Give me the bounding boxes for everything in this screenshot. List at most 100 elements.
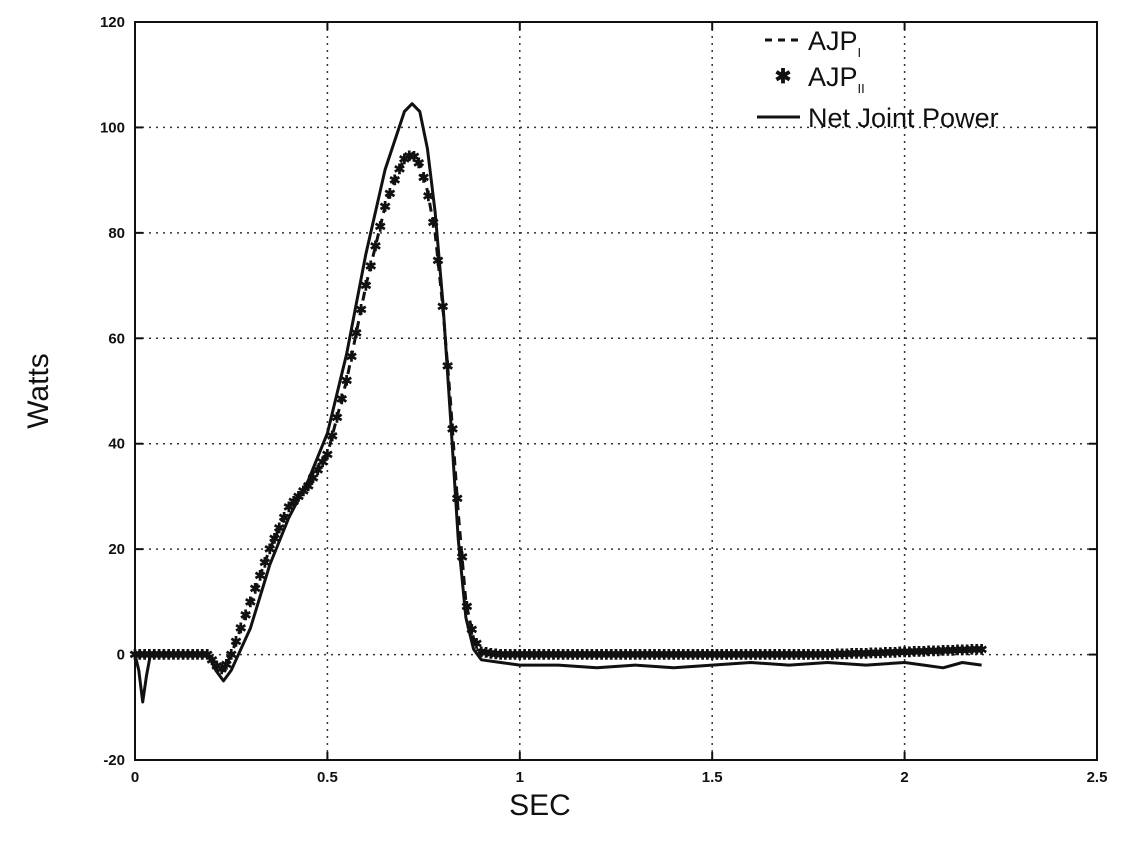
- legend-label-ajp-ii: AJPII: [808, 62, 865, 96]
- marker-ajp-ii: ✱: [697, 647, 709, 663]
- marker-ajp-ii: ✱: [288, 494, 300, 510]
- marker-ajp-ii: ✱: [822, 647, 834, 663]
- marker-ajp-ii: ✱: [644, 647, 656, 663]
- marker-ajp-ii: ✱: [754, 647, 766, 663]
- marker-ajp-ii: ✱: [812, 647, 824, 663]
- marker-ajp-ii: ✱: [235, 620, 247, 636]
- x-tick-label: 2.5: [1087, 769, 1108, 786]
- marker-ajp-ii: ✱: [389, 172, 401, 188]
- marker-ajp-ii: ✱: [245, 594, 257, 610]
- marker-ajp-ii: ✱: [677, 647, 689, 663]
- marker-ajp-ii: ✱: [567, 647, 579, 663]
- y-axis-title: Watts: [22, 353, 55, 429]
- marker-ajp-ii: ✱: [331, 409, 343, 425]
- marker-ajp-ii: ✱: [240, 607, 252, 623]
- x-tick-label: 2: [900, 769, 908, 786]
- marker-ajp-ii: ✱: [605, 647, 617, 663]
- marker-ajp-ii: ✱: [831, 646, 843, 662]
- marker-ajp-ii: ✱: [576, 647, 588, 663]
- marker-ajp-ii: ✱: [490, 646, 502, 662]
- marker-ajp-ii: ✱: [653, 647, 665, 663]
- marker-ajp-ii: ✱: [548, 647, 560, 663]
- marker-ajp-ii: ✱: [649, 647, 661, 663]
- marker-ajp-ii: ✱: [355, 301, 367, 317]
- marker-ajp-ii: ✱: [793, 647, 805, 663]
- series-line-ajp-i: [135, 151, 982, 673]
- marker-ajp-ii: ✱: [230, 633, 242, 649]
- marker-ajp-ii: ✱: [788, 647, 800, 663]
- marker-ajp-ii: ✱: [841, 646, 853, 662]
- marker-ajp-ii: ✱: [552, 647, 564, 663]
- y-tick-label: 0: [117, 647, 125, 664]
- marker-ajp-ii: ✱: [817, 647, 829, 663]
- marker-ajp-ii: ✱: [875, 645, 887, 661]
- marker-ajp-ii: ✱: [899, 644, 911, 660]
- marker-ajp-ii: ✱: [730, 647, 742, 663]
- marker-ajp-ii: ✱: [225, 647, 237, 663]
- marker-ajp-ii: ✱: [504, 647, 516, 663]
- marker-ajp-ii: ✱: [764, 647, 776, 663]
- y-tick-label: 120: [100, 14, 125, 31]
- marker-ajp-ii: ✱: [500, 647, 512, 663]
- marker-ajp-ii: ✱: [360, 278, 372, 294]
- y-tick-label: 80: [108, 225, 125, 242]
- marker-ajp-ii: ✱: [399, 151, 411, 167]
- marker-ajp-ii: ✱: [937, 643, 949, 659]
- x-tick-label: 0: [131, 769, 139, 786]
- marker-ajp-ii: ✱: [302, 478, 314, 494]
- marker-ajp-ii: ✱: [480, 645, 492, 661]
- marker-ajp-ii: ✱: [928, 643, 940, 659]
- marker-ajp-ii: ✱: [528, 647, 540, 663]
- marker-ajp-ii: ✱: [783, 647, 795, 663]
- legend-label-ajp-i: AJPI: [808, 26, 861, 60]
- legend: AJPI ✱ AJPII Net Joint Power: [757, 26, 999, 133]
- marker-ajp-ii: ✱: [581, 647, 593, 663]
- marker-ajp-ii: ✱: [918, 643, 930, 659]
- marker-ajp-ii: ✱: [668, 647, 680, 663]
- legend-label-ajp-i-sub: I: [858, 45, 862, 60]
- marker-ajp-ii: ✱: [341, 373, 353, 389]
- y-tick-label: 60: [108, 330, 125, 347]
- marker-ajp-ii: ✱: [726, 647, 738, 663]
- x-axis-title: SEC: [509, 789, 571, 822]
- y-tick-label: 40: [108, 436, 125, 453]
- axis-ticks: [134, 21, 1098, 761]
- marker-ajp-ii: ✱: [538, 647, 550, 663]
- marker-ajp-ii: ✱: [904, 644, 916, 660]
- marker-ajp-ii: ✱: [711, 647, 723, 663]
- marker-ajp-ii: ✱: [778, 647, 790, 663]
- marker-ajp-ii: ✱: [495, 647, 507, 663]
- marker-ajp-ii: ✱: [663, 647, 675, 663]
- y-tick-label: 100: [100, 119, 125, 136]
- marker-ajp-ii: ✱: [721, 647, 733, 663]
- legend-label-ajp-ii-sub: II: [858, 81, 865, 96]
- marker-ajp-ii: ✱: [735, 647, 747, 663]
- series-2: [133, 102, 982, 704]
- marker-ajp-ii: ✱: [798, 647, 810, 663]
- marker-ajp-ii: ✱: [413, 155, 425, 171]
- marker-ajp-ii: ✱: [336, 391, 348, 407]
- legend-label-ajp-i-main: AJP: [808, 26, 858, 56]
- marker-ajp-ii: ✱: [524, 647, 536, 663]
- marker-ajp-ii: ✱: [610, 647, 622, 663]
- marker-ajp-ii: ✱: [625, 647, 637, 663]
- marker-ajp-ii: ✱: [374, 218, 386, 234]
- series-1: ✱✱✱✱✱✱✱✱✱✱✱✱✱✱✱✱✱✱✱✱✱✱✱✱✱✱✱✱✱✱✱✱✱✱✱✱✱✱✱✱…: [129, 148, 988, 677]
- marker-ajp-ii: ✱: [807, 647, 819, 663]
- marker-ajp-ii: ✱: [615, 647, 627, 663]
- marker-ajp-ii: ✱: [264, 541, 276, 557]
- y-tick-label: -20: [103, 752, 125, 769]
- marker-ajp-ii: ✱: [591, 647, 603, 663]
- marker-ajp-ii: ✱: [846, 646, 858, 662]
- marker-ajp-ii: ✱: [774, 647, 786, 663]
- marker-ajp-ii: ✱: [803, 647, 815, 663]
- marker-ajp-ii: ✱: [514, 647, 526, 663]
- marker-ajp-ii: ✱: [403, 148, 415, 164]
- marker-ajp-ii: ✱: [855, 645, 867, 661]
- marker-ajp-ii: ✱: [562, 647, 574, 663]
- marker-ajp-ii: ✱: [326, 428, 338, 444]
- marker-ajp-ii: ✱: [706, 647, 718, 663]
- marker-ajp-ii: ✱: [932, 643, 944, 659]
- marker-ajp-ii: ✱: [682, 647, 694, 663]
